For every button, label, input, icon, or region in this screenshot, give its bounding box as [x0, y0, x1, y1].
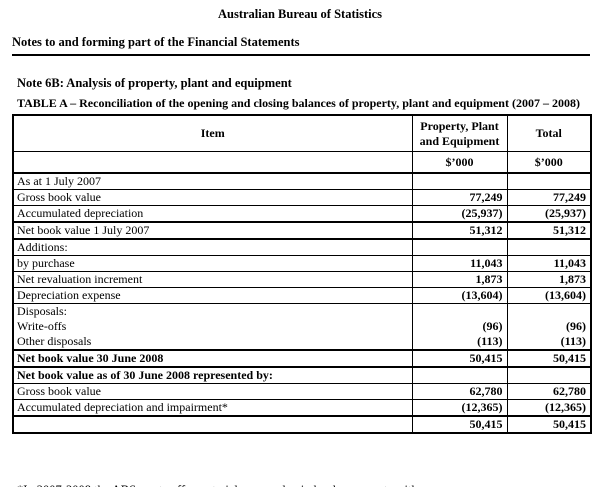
ppe-value-cell [412, 303, 508, 319]
item-cell: Net book value as of 30 June 2008 repres… [13, 367, 413, 384]
item-cell: Net book value 30 June 2008 [13, 350, 413, 368]
item-cell: Write-offs [13, 319, 413, 334]
table-row: As at 1 July 2007 [13, 173, 591, 190]
ppe-value-cell: (96) [412, 319, 508, 334]
total-value-cell: 51,312 [507, 222, 591, 240]
column-header-total: Total [507, 115, 591, 152]
table-caption: TABLE A – Reconciliation of the opening … [17, 96, 580, 110]
ppe-value-cell: 50,415 [412, 350, 508, 368]
ppe-value-cell: 11,043 [412, 255, 508, 272]
ppe-value-cell [412, 239, 508, 256]
item-cell: Net revaluation increment [13, 271, 413, 288]
table-units-row: $’000 $’000 [13, 151, 591, 174]
ppe-value-cell: 62,780 [412, 383, 508, 400]
table-row: Depreciation expense (13,604) (13,604) [13, 287, 591, 304]
item-cell [13, 416, 413, 433]
column-header-ppe: Property, Plant and Equipment [412, 115, 508, 152]
units-empty-cell [13, 151, 413, 174]
table-row: Write-offs (96) (96) [13, 319, 591, 334]
total-value-cell: 77,249 [507, 189, 591, 206]
item-cell: Other disposals [13, 334, 413, 351]
table-row: Gross book value 62,780 62,780 [13, 383, 591, 400]
ppe-value-cell: 50,415 [412, 416, 508, 433]
total-value-cell [507, 367, 591, 384]
ppe-value-cell [412, 173, 508, 190]
item-cell: Accumulated depreciation and impairment* [13, 399, 413, 417]
table-row: Net revaluation increment 1,873 1,873 [13, 271, 591, 288]
total-value-cell [507, 304, 591, 320]
table-row: by purchase 11,043 11,043 [13, 255, 591, 272]
ppe-value-cell: 1,873 [412, 271, 508, 288]
ppe-value-cell: (13,604) [412, 287, 508, 304]
item-cell: Accumulated depreciation [13, 205, 413, 223]
table-row: Gross book value 77,249 77,249 [13, 189, 591, 206]
note-heading: Note 6B: Analysis of property, plant and… [17, 76, 292, 90]
total-value-cell: 11,043 [507, 255, 591, 272]
total-value-cell: (12,365) [507, 399, 591, 417]
total-value-cell: 50,415 [553, 417, 586, 431]
ppe-value-cell: 77,249 [412, 189, 508, 206]
item-cell: As at 1 July 2007 [13, 173, 413, 190]
item-cell: by purchase [13, 255, 413, 272]
item-cell: Disposals: [13, 303, 413, 319]
units-ppe-cell: $’000 [412, 151, 508, 174]
table-row: Accumulated depreciation (25,937) (25,93… [13, 205, 591, 223]
units-total-cell: $’000 [507, 151, 591, 174]
section-header: Notes to and forming part of the Financi… [12, 35, 590, 56]
ppe-value-cell: (12,365) [412, 399, 508, 417]
total-value-cell: (13,604) [507, 287, 591, 304]
document-title: Australian Bureau of Statistics [217, 7, 382, 21]
total-value-cell: 50,415 [507, 350, 591, 368]
table-header-row: Item Property, Plant and Equipment Total [13, 115, 591, 152]
ppe-value-cell: (113) [412, 334, 508, 351]
ppe-value-cell: (25,937) [412, 205, 508, 223]
total-value-cell: (96) [566, 319, 586, 333]
item-cell: Net book value 1 July 2007 [13, 222, 413, 240]
item-cell: Gross book value [13, 189, 413, 206]
item-cell: Additions: [13, 239, 413, 256]
table-row: Other disposals (113) (113) [13, 334, 591, 351]
total-value-cell [507, 173, 591, 190]
table-row: Additions: [13, 239, 591, 256]
table-row: Net book value 1 July 2007 51,312 51,312 [13, 222, 591, 240]
table-row: Disposals: [13, 303, 591, 320]
total-value-cell: (25,937) [507, 205, 591, 223]
item-cell: Gross book value [13, 383, 413, 400]
total-value-cell: (113) [507, 334, 591, 351]
footnote-line: *In 2007-2008 the ABS wrote off a materi… [17, 482, 600, 487]
table-row: 50,415 50,415 [13, 416, 591, 433]
ppe-value-cell: 51,312 [412, 222, 508, 240]
item-cell: Depreciation expense [13, 287, 413, 304]
financial-table: Item Property, Plant and Equipment Total… [12, 114, 592, 434]
total-value-cell: 1,873 [507, 271, 591, 288]
ppe-value-cell [412, 367, 508, 384]
table-row: Accumulated depreciation and impairment*… [13, 399, 591, 417]
total-value-cell: 62,780 [507, 383, 591, 400]
table-row: Net book value as of 30 June 2008 repres… [13, 367, 591, 384]
column-header-item: Item [13, 115, 413, 152]
table-row: Net book value 30 June 2008 50,415 50,41… [13, 350, 591, 368]
footnote: *In 2007-2008 the ABS wrote off a materi… [17, 450, 600, 487]
total-value-cell [507, 239, 591, 256]
